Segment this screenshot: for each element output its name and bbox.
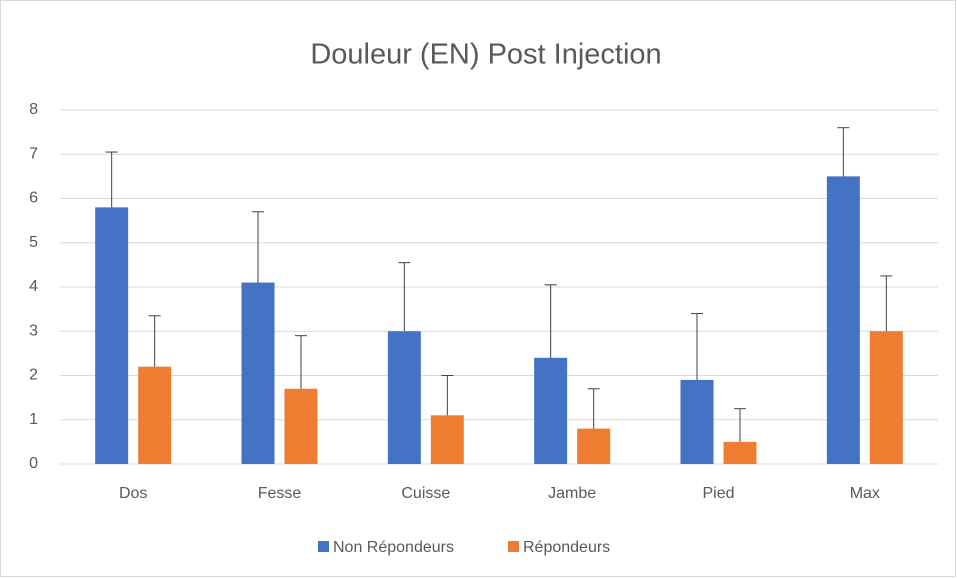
y-tick-label: 0	[29, 455, 38, 472]
bar	[284, 388, 318, 464]
chart-title: Douleur (EN) Post Injection	[310, 39, 661, 71]
x-tick-label: Pied	[702, 485, 734, 502]
bar	[680, 379, 714, 464]
y-tick-label: 3	[29, 322, 38, 339]
y-tick-label: 1	[29, 411, 38, 428]
y-tick-label: 7	[29, 145, 38, 162]
x-tick-label: Cuisse	[401, 485, 450, 502]
x-tick-label: Fesse	[258, 485, 302, 502]
y-tick-label: 4	[29, 278, 38, 295]
bar	[869, 331, 903, 464]
bar	[138, 366, 172, 464]
y-tick-label: 6	[29, 190, 38, 207]
bar	[387, 331, 421, 464]
x-tick-label: Max	[850, 485, 880, 502]
x-tick-label: Dos	[119, 485, 147, 502]
x-tick-label: Jambe	[548, 485, 596, 502]
bar	[241, 282, 275, 464]
legend-label: Répondeurs	[523, 539, 610, 556]
bar	[723, 441, 757, 464]
bar	[95, 207, 129, 464]
bar	[577, 428, 611, 464]
legend-swatch	[318, 541, 329, 552]
legend-swatch	[508, 541, 519, 552]
bar	[430, 415, 464, 464]
bar	[826, 176, 860, 464]
y-tick-label: 5	[29, 234, 38, 251]
bar	[534, 357, 568, 464]
y-tick-label: 8	[29, 101, 38, 118]
y-tick-label: 2	[29, 367, 38, 384]
legend-label: Non Répondeurs	[333, 539, 454, 556]
